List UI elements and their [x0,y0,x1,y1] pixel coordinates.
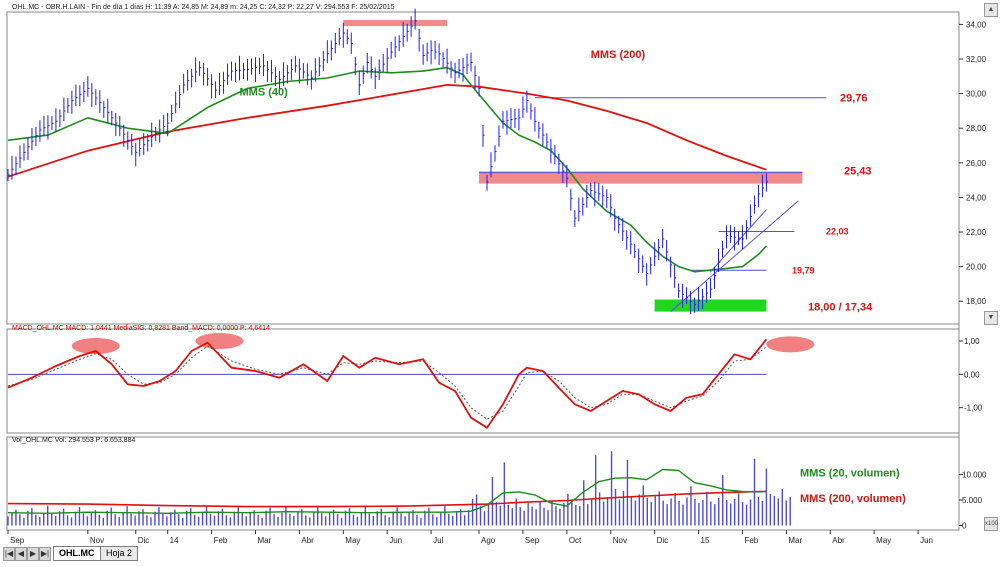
nav-next-button[interactable]: ▶ [27,547,39,561]
macd-signal-line [7,345,767,420]
label-volume-mms20: MMS (20, volumen) [800,468,900,480]
label-2976: 29,76 [840,93,868,105]
macd-ytick-label: 1,00 [964,337,980,346]
nav-last-button[interactable]: ▶| [39,547,51,561]
label-mms200: MMS (200) [591,49,646,61]
price-ytick-label: 34,00 [966,20,987,29]
x-tick-label: 15 [701,536,710,545]
x-tick-label: Sep [525,536,540,545]
macd-peak-ellipse-2 [195,333,244,349]
volume-panel[interactable] [6,436,960,531]
macd-peak-ellipse-3 [766,336,815,353]
macd-ytick-label: -1,00 [964,404,983,413]
label-2203: 22,03 [826,227,849,237]
support-band [654,299,767,312]
label-volume-mms200: MMS (200, volumen) [800,493,906,505]
price-panel-header: OHL.MC - OBR.H.LAIN - Fin de día 1 días … [12,4,395,11]
resistance-band-2543 [479,171,803,184]
price-ytick-label: 32,00 [966,55,987,64]
x-tick-label: Abr [301,536,314,545]
volume-ytick-label: 10.000 [962,471,987,480]
x-tick-label: Mar [788,536,802,545]
volume-mms20-line [7,468,767,514]
sheet-tab-ohl[interactable]: OHL.MC [53,546,101,561]
x-tick-label: Abr [832,536,845,545]
label-mms40: MMS (40) [240,86,289,98]
x-tick-label: Nov [613,536,627,545]
x-tick-label: Feb [214,536,228,545]
x-tick-label: Dic [138,536,150,545]
macd-ytick-label: 0,00 [964,370,980,379]
sheet-tab-hoja2[interactable]: Hoja 2 [100,546,139,561]
top-resistance-band [343,20,448,27]
volume-ytick-label: 0 [962,521,967,530]
nav-prev-button[interactable]: ◀ [15,547,27,561]
x-tick-label: Jun [920,536,933,545]
x-tick-label: Jul [433,536,443,545]
macd-line [7,338,768,429]
panel-up-button[interactable]: ▲ [984,3,998,17]
uptrend-line [670,200,799,312]
price-ytick-label: 20,00 [966,263,987,272]
price-ytick-label: 28,00 [966,124,987,133]
macd-panel-header: MACD_OHL.MC MACD: 1,0441 MediaSIG: 0,828… [12,325,270,332]
volume-mms200-line [7,490,767,508]
price-ytick-label: 24,00 [966,193,987,202]
x-tick-label: Oct [569,536,582,545]
label-2543: 25,43 [844,166,872,178]
price-ytick-label: 18,00 [966,297,987,306]
price-ytick-label: 30,00 [966,90,987,99]
label-support: 18,00 / 17,34 [808,301,873,313]
volume-panel-header: Vol_OHL.MC Vol: 294.553 P: 6.653.884 [12,437,136,444]
price-panel[interactable] [6,11,960,325]
x-tick-label: May [876,536,891,545]
volume-scale-badge: x100 [984,517,998,531]
x-tick-label: Jun [389,536,402,545]
nav-first-button[interactable]: |◀ [3,547,15,561]
panel-down-button[interactable]: ▼ [984,311,998,325]
x-tick-label: Dic [657,536,669,545]
macd-panel[interactable] [6,328,960,434]
x-tick-label: 14 [170,536,179,545]
price-ytick-label: 22,00 [966,228,987,237]
x-tick-label: Sep [10,536,25,545]
x-tick-label: Nov [90,536,104,545]
x-tick-label: Ago [481,536,496,545]
macd-peak-ellipse-1 [71,338,120,354]
volume-ytick-label: 5.000 [962,496,983,505]
x-tick-label: Feb [744,536,758,545]
x-tick-label: Mar [257,536,271,545]
x-tick-label: May [345,536,360,545]
label-1979: 19,79 [792,265,815,275]
price-ytick-label: 26,00 [966,159,987,168]
